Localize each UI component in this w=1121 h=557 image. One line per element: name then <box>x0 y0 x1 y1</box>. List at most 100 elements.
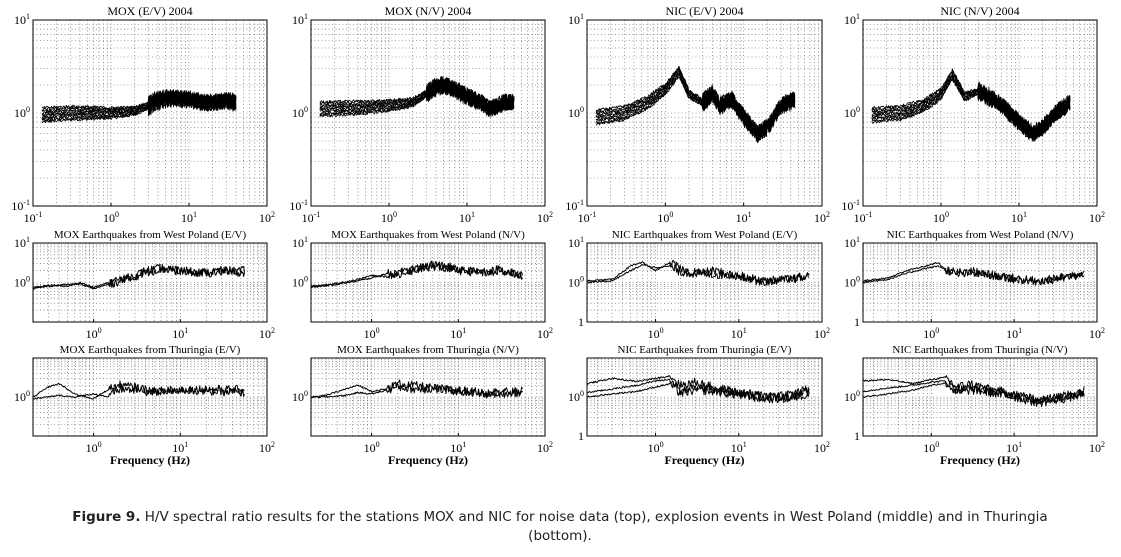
series-group <box>319 75 515 118</box>
chart-title: NIC Earthquakes from Thuringia (E/V) <box>618 344 792 356</box>
chart-grid-lines <box>33 243 267 322</box>
caption-text: H/V spectral ratio results for the stati… <box>144 509 1048 544</box>
caption-label: Figure 9. <box>72 509 141 525</box>
x-tick-label: 102 <box>537 326 553 341</box>
series-line <box>319 78 515 117</box>
series-line <box>587 259 810 286</box>
x-tick-label: 102 <box>814 210 830 225</box>
series-group <box>311 260 523 289</box>
x-tick-label: 102 <box>259 210 275 225</box>
plot-frame <box>32 19 268 207</box>
y-tick-label: 100 <box>14 105 30 120</box>
chart-grid-lines <box>311 358 545 436</box>
series-line <box>311 260 523 288</box>
x-tick-label: 10-1 <box>24 210 43 225</box>
chart-title: MOX (E/V) 2004 <box>107 4 192 18</box>
x-tick-label: 100 <box>923 326 939 341</box>
series-line <box>595 68 796 141</box>
series-line <box>319 76 515 116</box>
x-tick-label: 102 <box>814 440 830 455</box>
plot-frame <box>586 19 823 207</box>
y-tick-label: 100 <box>568 275 584 290</box>
series-line <box>863 262 1085 286</box>
x-tick-label: 102 <box>537 210 553 225</box>
series-group <box>587 375 810 404</box>
y-tick-label: 1 <box>854 429 860 443</box>
series-group <box>863 262 1085 286</box>
y-tick-label: 101 <box>292 12 308 27</box>
chart-title: MOX Earthquakes from Thuringia (N/V) <box>337 344 519 356</box>
x-tick-label: 101 <box>459 210 475 225</box>
chart-panel-11: NIC Earthquakes from Thuringia (N/V) 100 1… <box>844 344 1105 467</box>
series-line <box>587 381 810 404</box>
y-tick-label: 100 <box>14 389 30 404</box>
x-tick-label: 101 <box>731 440 747 455</box>
chart-panel-7: NIC Earthquakes from West Poland (N/V) 10… <box>844 229 1105 341</box>
chart-grid-lines <box>311 243 545 322</box>
series-line <box>33 384 245 400</box>
series-group <box>41 89 237 124</box>
chart-panel-6: NIC Earthquakes from West Poland (E/V) 10… <box>568 229 830 341</box>
x-tick-label: 101 <box>1011 210 1027 225</box>
y-tick-label: 100 <box>14 275 30 290</box>
chart-panel-5: MOX Earthquakes from West Poland (N/V) 10… <box>292 229 553 341</box>
series-line <box>311 261 523 289</box>
series-group <box>33 380 245 400</box>
series-line <box>41 89 237 111</box>
series-group <box>595 66 796 144</box>
x-tick-label: 102 <box>1089 210 1105 225</box>
x-tick-label: 101 <box>1006 326 1022 341</box>
x-tick-label: 100 <box>364 326 380 341</box>
figure-caption: Figure 9. H/V spectral ratio results for… <box>60 508 1060 546</box>
x-tick-label: 101 <box>1006 440 1022 455</box>
chart-grid-lines <box>33 358 267 436</box>
y-tick-label: 100 <box>568 389 584 404</box>
chart-title: NIC (E/V) 2004 <box>666 4 744 18</box>
y-tick-label: 100 <box>292 389 308 404</box>
x-axis-label: Frequency (Hz) <box>110 453 190 467</box>
x-tick-label: 101 <box>172 440 188 455</box>
y-tick-label: 100 <box>844 389 860 404</box>
x-tick-label: 100 <box>86 440 102 455</box>
x-tick-label: 100 <box>657 210 673 225</box>
x-axis-label: Frequency (Hz) <box>664 453 744 467</box>
chart-grid-lines <box>587 20 822 206</box>
x-tick-label: 102 <box>814 326 830 341</box>
x-tick-label: 102 <box>259 326 275 341</box>
y-tick-label: 1 <box>578 429 584 443</box>
series-group <box>863 375 1085 408</box>
chart-title: NIC (N/V) 2004 <box>940 4 1019 18</box>
x-tick-label: 100 <box>933 210 949 225</box>
chart-panel-9: MOX Earthquakes from Thuringia (N/V) 100 1… <box>292 344 553 467</box>
series-group <box>587 259 810 286</box>
x-tick-label: 100 <box>381 210 397 225</box>
y-tick-label: 101 <box>844 235 860 250</box>
chart-title: NIC Earthquakes from West Poland (E/V) <box>612 229 798 241</box>
series-line <box>863 375 1085 405</box>
chart-title: NIC Earthquakes from Thuringia (N/V) <box>892 344 1067 356</box>
x-tick-label: 10-1 <box>854 210 873 225</box>
x-tick-label: 100 <box>103 210 119 225</box>
series-line <box>595 68 796 138</box>
plot-frame <box>586 357 823 437</box>
x-tick-label: 102 <box>259 440 275 455</box>
chart-title: NIC Earthquakes from West Poland (N/V) <box>887 229 1074 241</box>
plot-frame <box>310 19 546 207</box>
x-tick-label: 101 <box>736 210 752 225</box>
y-tick-label: 100 <box>844 105 860 120</box>
y-tick-label: 100 <box>292 105 308 120</box>
y-tick-label: 101 <box>568 12 584 27</box>
plot-frame <box>862 19 1098 207</box>
chart-panel-4: MOX Earthquakes from West Poland (E/V) 10… <box>14 229 275 341</box>
x-tick-label: 100 <box>648 440 664 455</box>
series-group <box>871 68 1071 142</box>
x-tick-label: 100 <box>923 440 939 455</box>
series-line <box>595 66 796 140</box>
x-tick-label: 101 <box>181 210 197 225</box>
chart-title: MOX Earthquakes from West Poland (N/V) <box>331 229 525 241</box>
x-tick-label: 101 <box>450 326 466 341</box>
y-tick-label: 100 <box>568 105 584 120</box>
